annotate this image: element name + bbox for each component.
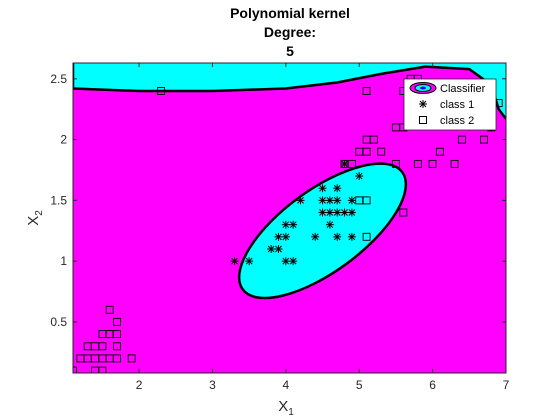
y-tick-label: 2.5 bbox=[50, 72, 67, 86]
class-1-point bbox=[333, 208, 342, 217]
class-2-point bbox=[480, 135, 488, 144]
x-axis-label-subscript: 1 bbox=[288, 407, 294, 418]
x-axis-label: X1 bbox=[278, 398, 294, 418]
class-2-point bbox=[98, 342, 107, 351]
class-1-point bbox=[325, 208, 334, 217]
x-tick-label: 2 bbox=[136, 378, 143, 392]
class-2-point bbox=[157, 87, 166, 95]
class-1-point bbox=[333, 232, 342, 241]
x-tick-label: 3 bbox=[209, 378, 216, 392]
class-1-point bbox=[230, 257, 239, 266]
y-axis-label-main: X bbox=[25, 216, 42, 226]
y-tick-label: 2 bbox=[60, 133, 67, 147]
class-2-point bbox=[450, 159, 459, 168]
x-axis-ticks: 2 3 4 5 6 7 bbox=[136, 63, 510, 392]
class-2-point bbox=[369, 135, 378, 144]
legend-class-2-icon bbox=[419, 116, 427, 124]
class-2-point bbox=[428, 159, 437, 168]
x-tick-label: 4 bbox=[282, 378, 289, 392]
class-2-point bbox=[362, 87, 371, 95]
class-2-point bbox=[362, 147, 371, 156]
class-1-point bbox=[325, 220, 334, 229]
x-tick-label: 6 bbox=[429, 378, 436, 392]
class-1-point bbox=[289, 220, 298, 229]
legend-item-classifier: Classifier bbox=[440, 83, 486, 95]
class-1-point bbox=[333, 196, 342, 205]
class-2-point bbox=[127, 354, 136, 363]
axes-box bbox=[72, 62, 507, 374]
class-1-point bbox=[289, 257, 298, 266]
class-1-point bbox=[281, 220, 290, 229]
class-2-point bbox=[399, 208, 408, 217]
class-1-point bbox=[347, 208, 356, 217]
class-1-point bbox=[281, 232, 290, 241]
class-1-point bbox=[318, 184, 327, 193]
x-axis-label-main: X bbox=[278, 398, 288, 415]
legend-class-1-icon bbox=[419, 100, 427, 108]
class-1-point bbox=[274, 232, 283, 241]
class-2-point bbox=[458, 135, 466, 144]
y-axis-label: X2 bbox=[25, 210, 45, 226]
class-2-point bbox=[113, 354, 121, 363]
legend: Classifier class 1 class 2 bbox=[403, 78, 497, 131]
y-tick-label: 1 bbox=[60, 254, 67, 268]
y-tick-label: 0.5 bbox=[50, 315, 67, 329]
class-1-point bbox=[311, 232, 320, 241]
class-1-point bbox=[325, 196, 334, 205]
class-2-markers bbox=[73, 74, 503, 373]
class-1-point bbox=[318, 208, 327, 217]
class-1-point bbox=[281, 257, 290, 266]
class-1-point bbox=[274, 245, 283, 253]
class-2-point bbox=[362, 232, 371, 241]
class-1-point bbox=[340, 208, 349, 217]
class-1-markers bbox=[230, 159, 364, 266]
class-1-point bbox=[296, 196, 305, 205]
top-classifier-region bbox=[73, 63, 506, 121]
class-2-point bbox=[105, 305, 114, 314]
class-2-point bbox=[113, 317, 121, 326]
class-1-point bbox=[340, 159, 349, 168]
chart-title-line-1: Polynomial kernel bbox=[230, 5, 350, 21]
y-axis-ticks: 0.5 1 1.5 2 2.5 bbox=[50, 72, 506, 329]
x-tick-label: 7 bbox=[503, 378, 510, 392]
chart-title-line-2: Degree: bbox=[264, 24, 316, 40]
legend-item-class-1: class 1 bbox=[440, 99, 474, 111]
class-2-point bbox=[435, 147, 444, 156]
class-1-point bbox=[355, 172, 364, 181]
class-2-point bbox=[73, 366, 77, 373]
class-2-point bbox=[113, 342, 121, 351]
class-2-point bbox=[98, 366, 107, 373]
class-1-point bbox=[267, 245, 276, 253]
class-2-point bbox=[413, 159, 422, 168]
x-tick-label: 5 bbox=[356, 378, 363, 392]
class-1-point bbox=[347, 232, 356, 241]
class-1-point bbox=[318, 196, 327, 205]
class-2-point bbox=[391, 159, 400, 168]
class-1-point bbox=[245, 257, 254, 266]
legend-classifier-icon bbox=[409, 82, 437, 94]
class-1-point bbox=[333, 184, 342, 193]
class-2-point bbox=[105, 330, 114, 339]
chart-title-line-3: 5 bbox=[286, 43, 294, 59]
class-2-point bbox=[377, 147, 386, 156]
legend-item-class-2: class 2 bbox=[440, 115, 474, 127]
y-axis-label-subscript: 2 bbox=[34, 210, 45, 216]
class-1-point bbox=[347, 196, 356, 205]
y-tick-label: 1.5 bbox=[50, 193, 67, 207]
